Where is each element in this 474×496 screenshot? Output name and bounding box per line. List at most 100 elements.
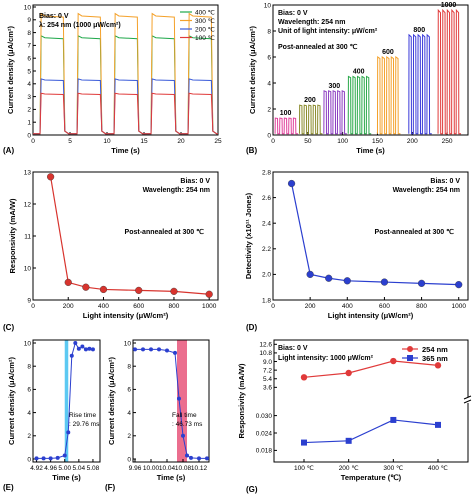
y-tick-label: 8 [27, 364, 31, 371]
panel-label: (A) [3, 146, 14, 155]
data-point-365 [345, 437, 352, 444]
plot-frame-D [272, 171, 469, 301]
x-axis-label: Time (s) [111, 146, 140, 155]
data-point [69, 353, 74, 358]
x-tick-label: 10.00 [143, 465, 160, 472]
data-point [149, 347, 153, 352]
y-tick-label: 0 [27, 456, 31, 463]
x-tick-label: 200 [407, 138, 418, 145]
y-tick-label: 10.8 [259, 350, 272, 357]
annotation-wavelength: Wavelength: 254 nm [278, 19, 345, 26]
data-point-254 [390, 357, 397, 365]
data-point-365 [301, 439, 307, 446]
y-tick-label: 2 [27, 433, 31, 440]
x-tick-label: 100 ℃ [294, 465, 315, 472]
legend-label: 200 ℃ [195, 26, 216, 33]
data-point-254 [345, 369, 352, 377]
data-point-365 [390, 416, 397, 423]
y-tick-label: 9.0 [263, 359, 272, 366]
data-point [55, 455, 60, 460]
annotation-bias: Bias: 0 V [180, 178, 210, 185]
annotation-time-label: Fall time [172, 412, 197, 419]
y-tick-label: 9 [27, 17, 31, 24]
legend-marker [407, 346, 413, 352]
x-tick-label: 5.04 [73, 465, 86, 472]
x-tick-label: 300 ℃ [383, 465, 404, 472]
highlight-band [177, 340, 187, 462]
group-label: 400 [353, 69, 365, 76]
data-point [205, 456, 209, 461]
y-tick-label: 6 [27, 387, 31, 394]
x-tick-label: 250 [442, 138, 453, 145]
y-tick-label: 0 [27, 132, 31, 139]
x-tick-label: 10.04 [159, 465, 176, 472]
y-tick-label: 5.4 [263, 376, 272, 383]
y-tick-label: 2.6 [262, 195, 271, 202]
y-tick-label: 0.018 [256, 448, 273, 455]
data-point [287, 179, 296, 188]
y-tick-label: 12.6 [259, 342, 272, 349]
data-point [66, 430, 71, 435]
x-tick-label: 400 ℃ [428, 465, 449, 472]
series-line-300 ℃ [33, 12, 218, 135]
x-tick-label: 10.12 [191, 465, 208, 472]
x-tick-label: 5.08 [87, 465, 100, 472]
data-point-254 [434, 362, 442, 369]
y-tick-label: 6 [267, 54, 271, 61]
y-axis-label: Current density (μA/cm²) [107, 357, 116, 445]
y-tick-label: 2.4 [262, 221, 271, 228]
series-line-200 ℃ [33, 78, 218, 135]
data-point [141, 347, 145, 352]
y-axis-label: Current density (μA/cm²) [248, 26, 257, 114]
data-point [417, 279, 426, 287]
y-axis-label: Detectivity (x10¹¹ Jones) [244, 192, 253, 279]
plot-frame-B [272, 4, 469, 136]
y-tick-label: 1 [27, 120, 31, 127]
y-axis-label: Responsivity (mA/W) [8, 198, 17, 274]
data-point [87, 346, 92, 351]
legend-marker [407, 355, 413, 361]
y-tick-label: 13 [24, 169, 32, 176]
series-line [135, 348, 207, 459]
panel-label: (D) [246, 323, 257, 332]
x-tick-label: 400 [342, 303, 353, 310]
x-tick-label: 10 [103, 138, 111, 145]
y-tick-label: 6 [127, 387, 131, 394]
legend-label: 100 ℃ [195, 35, 216, 42]
series-line-100 ℃ [33, 92, 218, 135]
x-tick-label: 25 [214, 138, 222, 145]
y-tick-label: 4 [27, 410, 31, 417]
x-tick-label: 1000 [202, 303, 217, 310]
x-tick-label: 20 [177, 138, 185, 145]
annotation-bias: Bias: 0 V [278, 10, 308, 17]
data-point [80, 344, 85, 349]
series-line-800 [408, 33, 432, 135]
axis-break-mark [463, 395, 472, 404]
x-tick-label: 5 [68, 138, 72, 145]
y-tick-label: 2.0 [262, 272, 271, 279]
highlight-band [64, 340, 69, 462]
x-tick-label: 150 [372, 138, 383, 145]
y-tick-label: 0.024 [256, 430, 273, 437]
group-label: 600 [382, 49, 394, 56]
series-line-200 [298, 104, 323, 135]
data-point [306, 270, 314, 279]
y-tick-label: 10 [24, 340, 32, 347]
y-axis-label: Current density (μA/cm²) [7, 357, 16, 445]
x-tick-label: 800 [169, 303, 180, 310]
x-tick-label: 4.96 [44, 465, 57, 472]
x-tick-label: 200 ℃ [339, 465, 360, 472]
data-point [173, 350, 177, 355]
data-point-254 [300, 374, 308, 381]
annotation-time-label: Rise time [69, 412, 96, 419]
data-point [64, 278, 72, 287]
x-axis-label: Light intensity (μW/cm²) [328, 311, 414, 320]
data-point [90, 347, 95, 352]
x-tick-label: 1000 [451, 303, 466, 310]
annotation-bias: Bias: 0 V [430, 178, 460, 185]
annotation-annealed: Post-annealed at 300 ℃ [278, 43, 358, 51]
panel-label: (F) [105, 483, 116, 492]
axis-break-gap [465, 397, 471, 403]
series-line-365 [303, 419, 439, 444]
